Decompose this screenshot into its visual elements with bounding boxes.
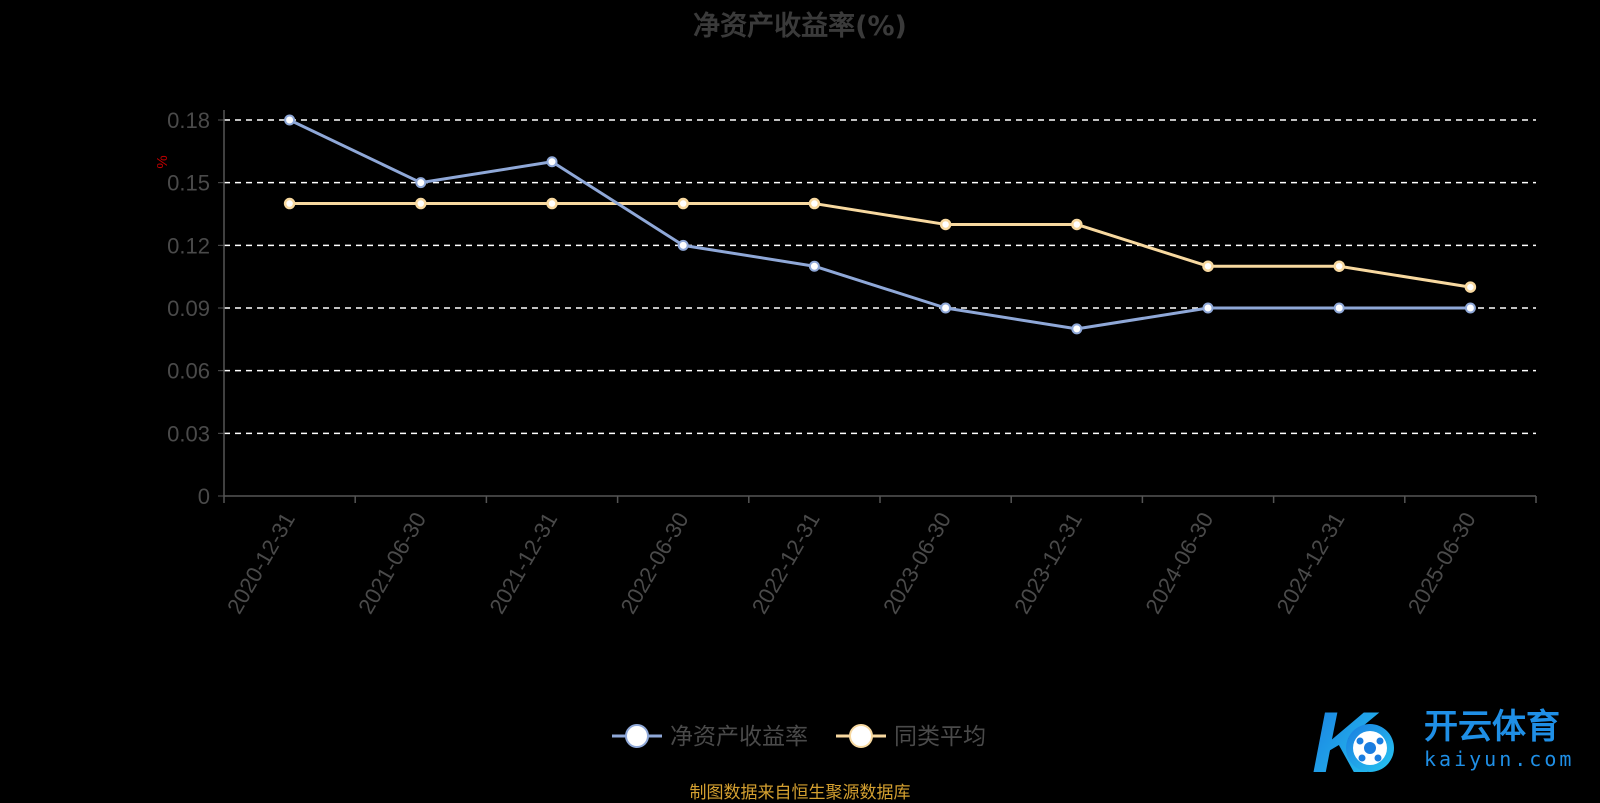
watermark-logo: K 开云体育 kaiyun.com [1312, 700, 1574, 790]
watermark-domain: kaiyun.com [1424, 747, 1574, 771]
data-point-roe [546, 156, 558, 168]
data-point-roe [1202, 302, 1214, 314]
data-point-roe [940, 302, 952, 314]
data-point-roe [808, 260, 820, 272]
x-tick-label: 2021-06-30 [353, 508, 431, 618]
legend-swatch-marker [625, 724, 649, 748]
source-note: 制图数据来自恒生聚源数据库 [689, 783, 911, 803]
y-tick-label: 0.12 [167, 233, 210, 258]
data-point-peer-avg [1464, 281, 1477, 293]
y-tick-label: 0.09 [167, 296, 210, 321]
data-point-roe [1071, 323, 1083, 335]
axes: 0 0.03 0.06 0.09 0.12 0.15 0.18 2020-12-31 2021-… [167, 108, 1537, 618]
data-point-peer-avg [939, 218, 952, 231]
legend[interactable]: 净资产收益率 同类平均 [612, 724, 986, 750]
x-tick-label: 2022-12-31 [747, 508, 825, 618]
legend-label: 同类平均 [894, 724, 986, 750]
chart-title: 净资产收益率(%) [693, 11, 907, 42]
y-tick-label: 0.18 [167, 108, 210, 133]
data-point-peer-avg [415, 197, 427, 210]
data-point-roe [1464, 302, 1476, 314]
x-tick-label: 2024-06-30 [1140, 508, 1218, 618]
grid-lines [224, 119, 1536, 435]
data-point-peer-avg [1202, 260, 1214, 272]
y-axis-label: % [154, 155, 171, 168]
x-tick-label: 2023-12-31 [1009, 508, 1087, 618]
legend-item-1[interactable]: 同类平均 [836, 724, 986, 750]
data-point-peer-avg [808, 197, 821, 210]
data-point-peer-avg [677, 197, 689, 210]
watermark-brand: 开云体育 [1424, 707, 1560, 747]
y-tick-label: 0.06 [167, 359, 210, 384]
legend-label: 净资产收益率 [670, 724, 808, 750]
x-tick-label: 2020-12-31 [222, 508, 300, 618]
series-layer [283, 114, 1477, 335]
x-tick-label: 2022-06-30 [616, 508, 694, 618]
x-tick-label: 2021-12-31 [484, 508, 562, 618]
data-point-roe [284, 114, 296, 126]
data-point-peer-avg [1071, 218, 1083, 231]
logo-emblem-icon: K [1312, 700, 1394, 790]
y-tick-label: 0.03 [167, 421, 210, 446]
data-point-peer-avg [1333, 260, 1345, 272]
x-tick-label: 2025-06-30 [1403, 508, 1481, 618]
series-line-1 [289, 202, 1471, 289]
series-line-0 [288, 118, 1471, 331]
data-point-peer-avg [283, 197, 296, 210]
data-point-roe [1333, 302, 1345, 314]
x-tick-label: 2023-06-30 [878, 508, 956, 618]
x-tick-label: 2024-12-31 [1272, 508, 1350, 618]
legend-item-0[interactable]: 净资产收益率 [612, 724, 808, 750]
data-point-peer-avg [546, 197, 558, 210]
data-point-roe [677, 239, 689, 251]
legend-swatch-marker [849, 724, 873, 748]
y-tick-label: 0 [198, 484, 210, 509]
data-point-roe [415, 177, 427, 189]
y-tick-label: 0.15 [167, 171, 210, 196]
